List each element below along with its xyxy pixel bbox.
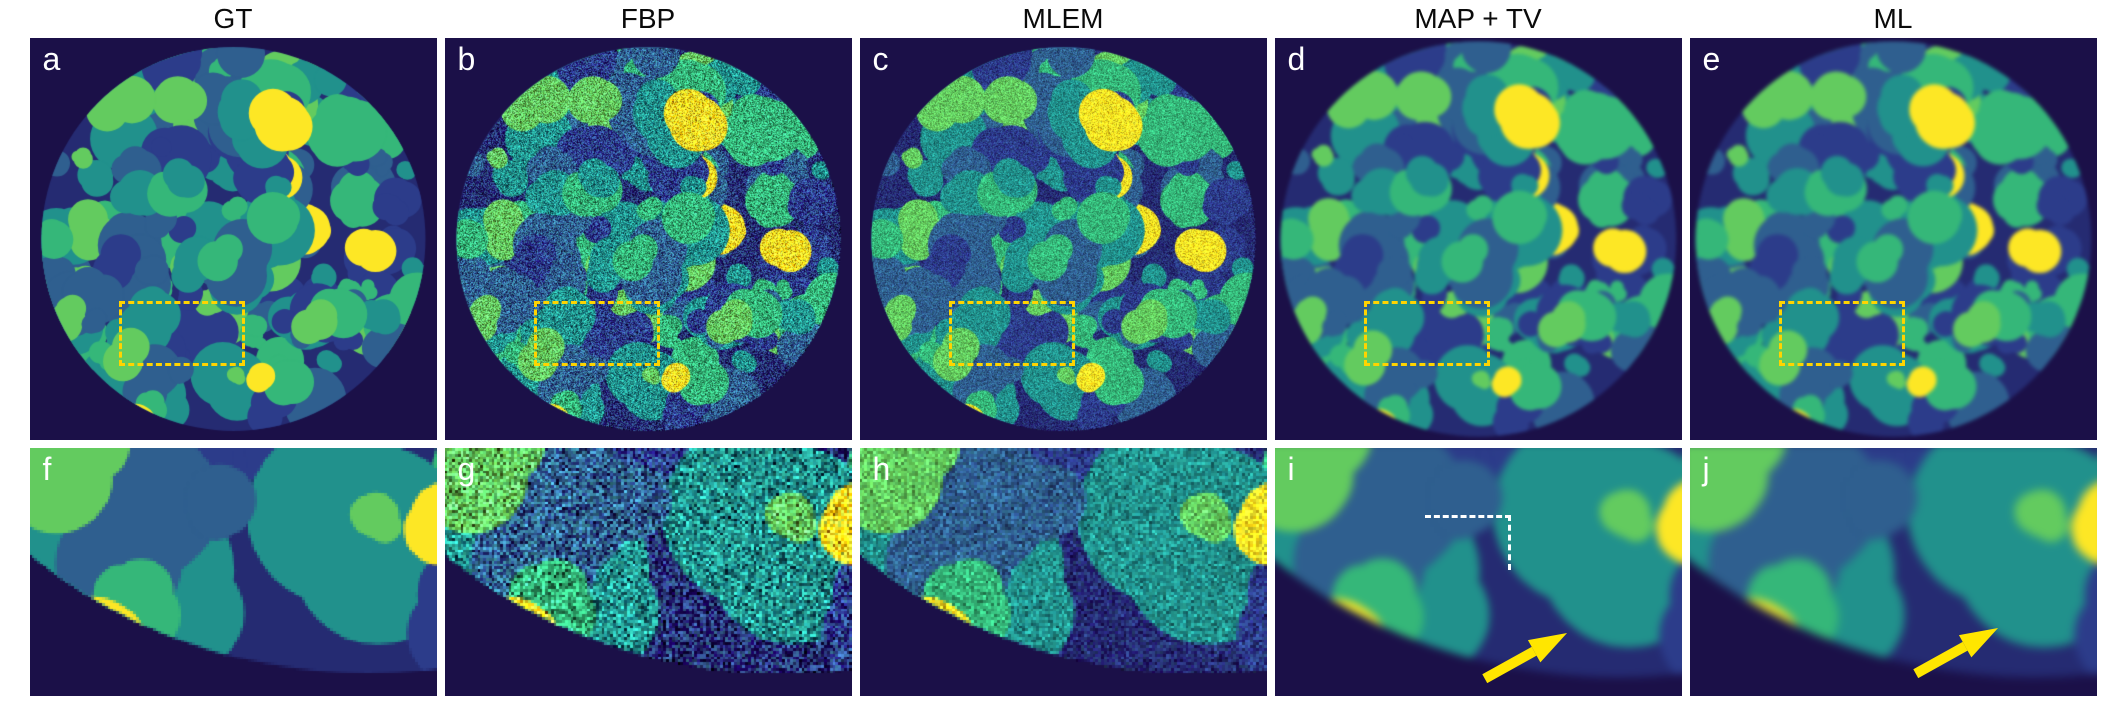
column-maptv: MAP + TV d i [1274,2,1682,696]
roi-box-maptv [1364,301,1491,366]
method-title-mlem: MLEM [1022,3,1104,34]
panel-letter-d: d [1287,41,1306,77]
panel-letter-b: b [457,41,476,77]
ml-zoom-image [1689,448,2097,696]
mlem-full-panel: c [859,38,1267,440]
gt-zoom-panel: f [29,448,437,696]
roi-box-ml [1779,301,1906,366]
gt-full-image [29,38,437,440]
gt-zoom-image [29,448,437,696]
panel-letter-e: e [1702,41,1721,77]
white-dashed-corner-mark [1425,514,1511,570]
fbp-zoom-image [444,448,852,696]
maptv-zoom-image [1274,448,1682,696]
yellow-arrow-icon [1913,627,1999,678]
mlem-zoom-panel: h [859,448,1267,696]
roi-box-gt [119,301,246,366]
maptv-full-image [1274,38,1682,440]
panel-letter-i: i [1287,451,1295,487]
method-title-gt: GT [213,3,253,34]
mlem-full-image [859,38,1267,440]
panel-letter-h: h [872,451,891,487]
panel-letter-j: j [1702,451,1710,487]
column-ml: ML e j [1689,2,2097,696]
panel-letter-g: g [457,451,476,487]
maptv-zoom-panel: i [1274,448,1682,696]
panel-letter-f: f [42,451,52,487]
method-title-ml: ML [1873,3,1913,34]
mlem-zoom-image [859,448,1267,696]
roi-box-mlem [949,301,1076,366]
fbp-full-image [444,38,852,440]
method-title-maptv: MAP + TV [1414,3,1542,34]
fbp-zoom-panel: g [444,448,852,696]
panel-letter-a: a [42,41,61,77]
ml-full-image [1689,38,2097,440]
method-title-fbp: FBP [620,3,676,34]
ml-full-panel: e [1689,38,2097,440]
column-gt: GT a f [29,2,437,696]
roi-box-fbp [534,301,661,366]
column-fbp: FBP b g [444,2,852,696]
maptv-full-panel: d [1274,38,1682,440]
figure-grid: GT a f FBP b g MLEM [0,2,2126,696]
yellow-arrow-icon [1482,632,1568,683]
fbp-full-panel: b [444,38,852,440]
gt-full-panel: a [29,38,437,440]
column-mlem: MLEM c h [859,2,1267,696]
ml-zoom-panel: j [1689,448,2097,696]
panel-letter-c: c [872,41,889,77]
